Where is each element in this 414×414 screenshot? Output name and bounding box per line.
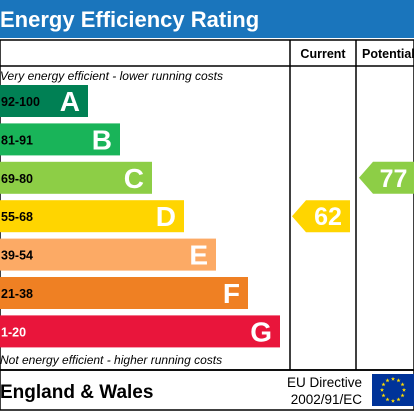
band-letter: F	[223, 278, 240, 309]
footer-frame	[0, 369, 414, 411]
band-bar	[0, 161, 152, 194]
eu-star	[390, 376, 396, 381]
band-c: 69-80 C	[0, 161, 152, 194]
band-a: 92-100 A	[0, 85, 88, 117]
band-bar	[0, 238, 216, 271]
band-letter: E	[189, 240, 208, 271]
eu-star	[396, 397, 401, 402]
potential-rating: 77	[359, 161, 414, 194]
band-g: 1-20 G	[0, 315, 280, 348]
band-range: 39-54	[1, 249, 33, 263]
eu-star	[379, 387, 385, 392]
band-b: 81-91 B	[0, 123, 120, 156]
eu-star	[385, 378, 390, 383]
potential-column-header: Potential	[362, 47, 414, 61]
band-bar	[0, 277, 248, 309]
eu-star	[390, 398, 396, 403]
current-rating: 62	[292, 200, 350, 233]
band-f: 21-38 F	[0, 277, 248, 309]
current-column-header: Current	[300, 47, 346, 61]
band-bar	[0, 315, 280, 348]
eu-star	[396, 378, 401, 383]
band-range: 55-68	[1, 210, 33, 224]
band-bar	[0, 85, 88, 117]
band-bar	[0, 200, 184, 233]
band-bar	[0, 123, 120, 156]
eu-star	[401, 387, 407, 392]
eu-star	[381, 393, 386, 398]
directive-line-2: 2002/91/EC	[291, 392, 363, 407]
rating-bands: 92-100 A 81-91 B 69-80 C 55-68 D 39-54 E 21-38 F 1-2…	[0, 85, 280, 348]
band-letter: B	[92, 124, 112, 155]
band-d: 55-68 D	[0, 200, 184, 233]
band-range: 21-38	[1, 287, 33, 301]
directive-line-1: EU Directive	[287, 375, 362, 390]
band-letter: G	[250, 316, 272, 347]
band-range: 1-20	[1, 325, 26, 339]
top-note: Very energy efficient - lower running co…	[0, 69, 223, 83]
region-label: England & Wales	[0, 382, 153, 403]
eu-star	[400, 393, 405, 398]
eu-star	[400, 382, 405, 387]
band-range: 92-100	[1, 95, 40, 109]
band-range: 69-80	[1, 172, 33, 186]
eu-star	[381, 382, 386, 387]
eu-star	[385, 397, 390, 402]
band-range: 81-91	[1, 133, 33, 147]
current-rating-arrow	[292, 200, 350, 233]
title-bar	[0, 0, 414, 38]
chart-title: Energy Efficiency Rating	[0, 7, 259, 32]
potential-rating-arrow	[359, 161, 414, 194]
band-letter: D	[156, 201, 176, 232]
eu-flag-icon	[372, 374, 414, 406]
current-rating-value: 62	[314, 203, 342, 231]
band-letter: A	[60, 86, 80, 117]
band-e: 39-54 E	[0, 238, 216, 271]
bottom-note: Not energy efficient - higher running co…	[0, 353, 222, 367]
rating-indicators: 62 77	[292, 161, 414, 233]
band-letter: C	[124, 163, 144, 194]
potential-rating-value: 77	[380, 165, 408, 193]
